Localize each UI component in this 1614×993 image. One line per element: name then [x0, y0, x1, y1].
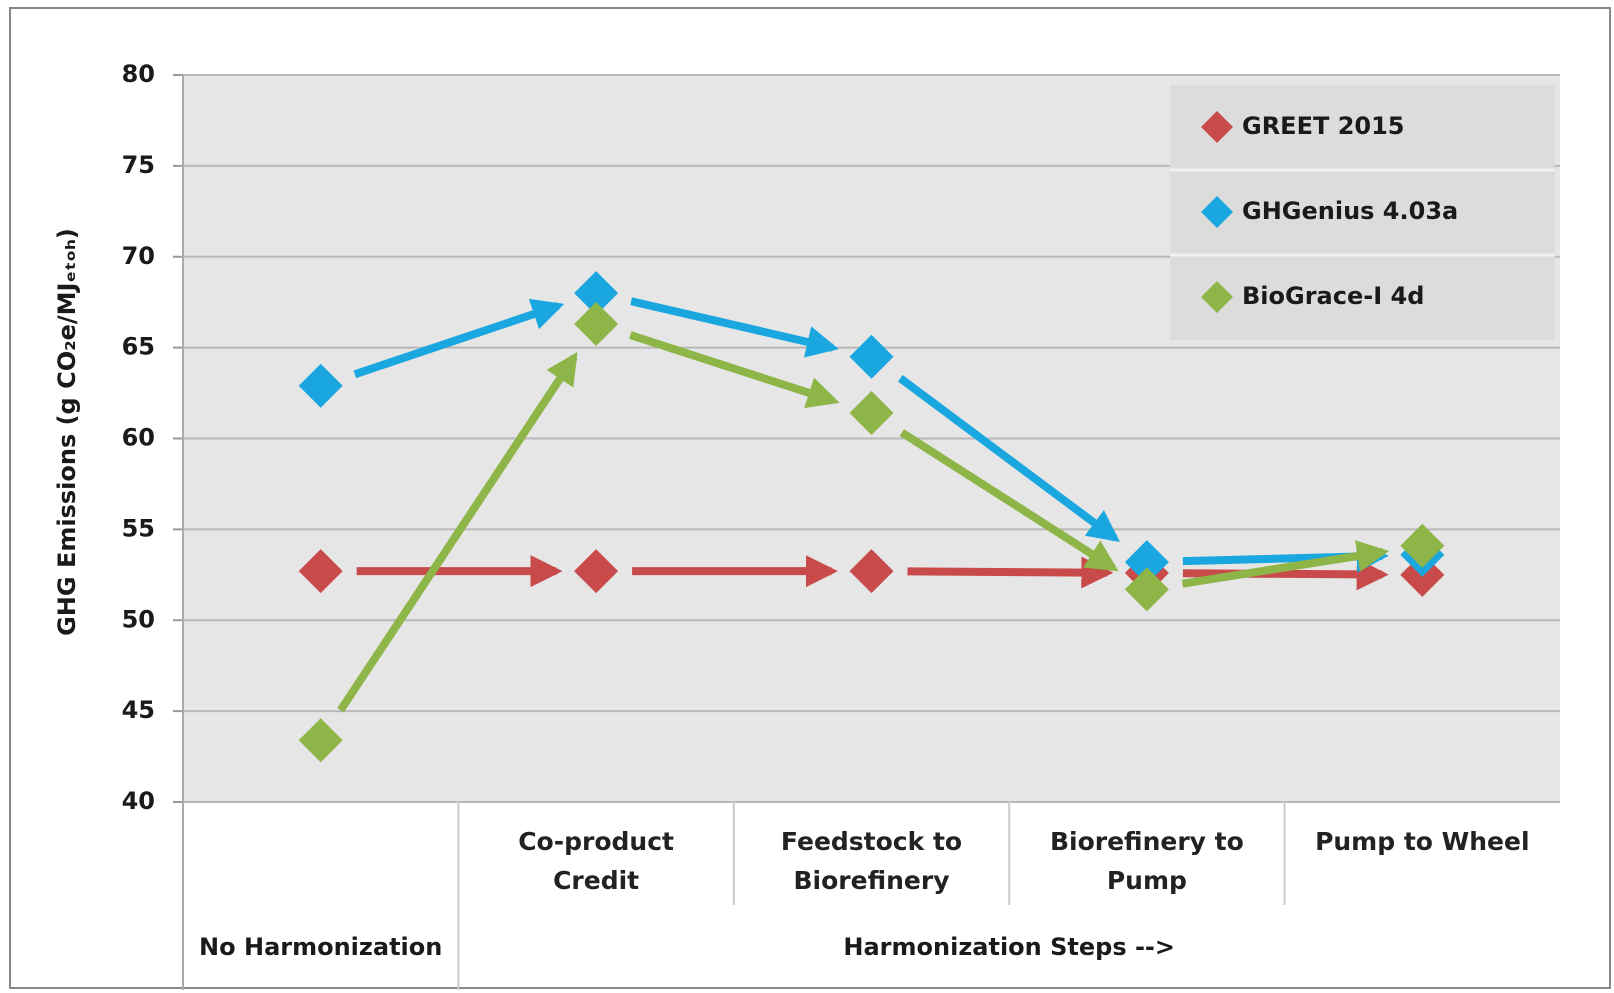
marker: [849, 334, 894, 379]
category-box: Co-product Credit: [518, 827, 674, 895]
marker: [298, 549, 343, 594]
legend-label: GREET 2015: [1242, 112, 1405, 140]
y-tick-label: 80: [122, 60, 155, 88]
marker: [849, 549, 894, 594]
arrow: [337, 352, 578, 713]
marker: [1400, 523, 1445, 568]
arrow: [1182, 558, 1389, 591]
legend-label: GHGenius 4.03a: [1242, 197, 1458, 225]
marker: [574, 301, 619, 346]
y-axis-label: GHG Emissions (g CO₂e/MJₑₜₒₕ): [53, 228, 81, 636]
marker: [574, 549, 619, 594]
x-tick-label: Feedstock to Biorefinery: [780, 827, 963, 895]
marker: [574, 271, 619, 316]
arrow: [1181, 540, 1390, 588]
y-tick-label: 50: [122, 605, 155, 633]
arrow: [897, 375, 1120, 543]
y-tick-label: 65: [122, 333, 155, 361]
y-tick-label: 55: [122, 514, 155, 542]
legend-label: BioGrace-I 4d: [1242, 282, 1424, 310]
marker: [1124, 540, 1169, 585]
y-tick-label: 60: [122, 424, 155, 452]
arrow: [899, 429, 1119, 572]
category-box: Pump to Wheel: [1315, 827, 1530, 856]
marker: [298, 363, 343, 408]
marker: [849, 391, 894, 436]
x-tick-label: Biorefinery to Pump: [1049, 827, 1244, 895]
legend-marker: [1201, 196, 1233, 228]
legend-marker: [1201, 111, 1233, 143]
arrow: [630, 297, 839, 358]
x-tick-label: Co-product Credit: [518, 827, 674, 895]
category-box: Feedstock to Biorefinery: [780, 827, 963, 895]
category-box: Biorefinery to Pump: [1049, 827, 1244, 895]
category-group-label: Harmonization Steps -->: [843, 933, 1175, 961]
arrow: [353, 298, 565, 379]
y-tick-label: 75: [122, 151, 155, 179]
legend-marker: [1201, 281, 1233, 313]
x-tick-label: Pump to Wheel: [1315, 827, 1530, 856]
marker: [298, 718, 343, 763]
category-group-label: No Harmonization: [199, 933, 442, 961]
arrow: [629, 331, 840, 409]
legend-box: [1170, 85, 1555, 340]
y-tick-label: 40: [122, 787, 155, 815]
arrow: [907, 556, 1114, 589]
y-tick-label: 70: [122, 242, 155, 270]
y-tick-label: 45: [122, 696, 155, 724]
marker: [1124, 567, 1169, 612]
